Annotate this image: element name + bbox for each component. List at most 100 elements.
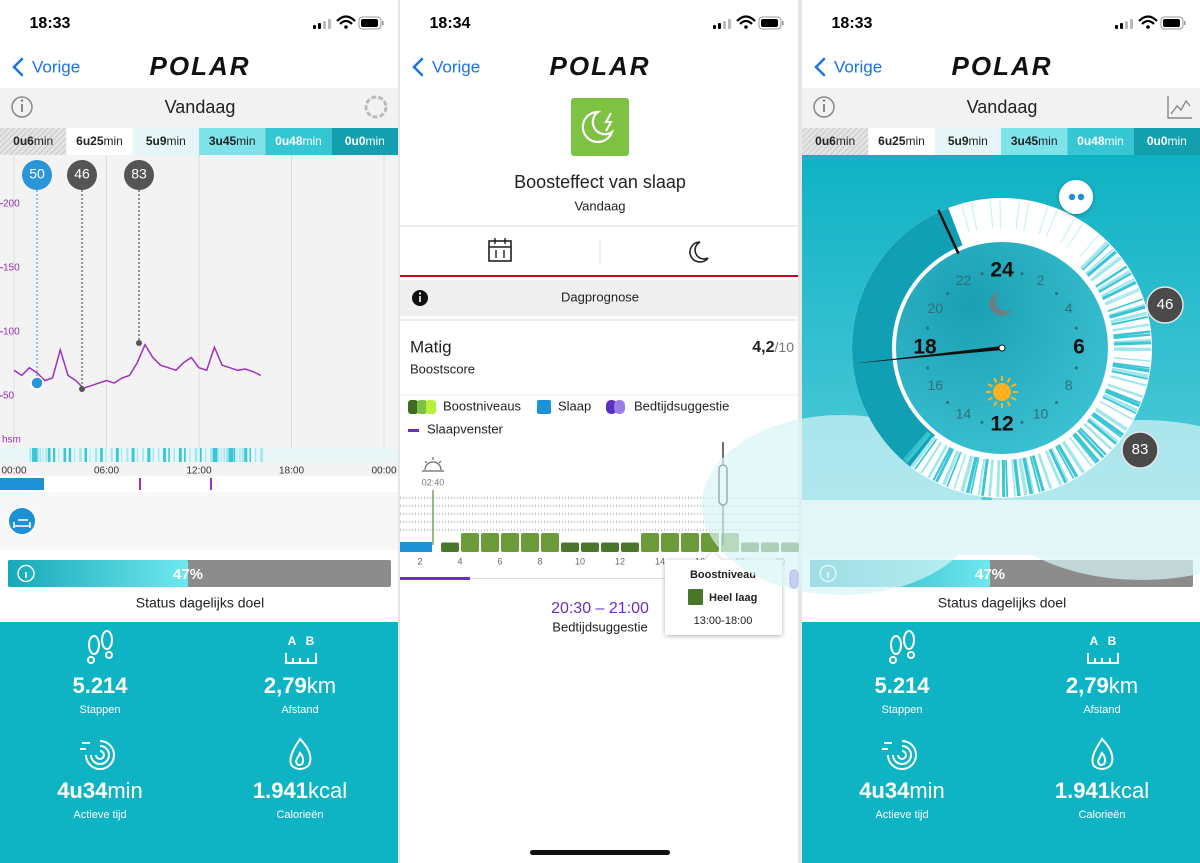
marker-badge[interactable] [124, 160, 154, 190]
marker-badge[interactable] [1146, 286, 1184, 324]
dial-activity-stripe [902, 431, 929, 461]
activity-segment-label: 0u0min [1147, 134, 1187, 148]
stat-number: 2,79 [1066, 673, 1109, 698]
legend-swatch [614, 400, 625, 414]
activity-stripe [84, 448, 88, 462]
boost-bar [601, 542, 619, 552]
activity-stripe [126, 448, 129, 462]
wifi-icon [1138, 15, 1158, 25]
signal-bar [713, 25, 716, 29]
tooltip-swatch [688, 589, 703, 605]
dial-activity-stripe [1095, 255, 1119, 275]
marker-badge[interactable] [67, 160, 97, 190]
tooltip-time: 13:00-18:00 [694, 615, 753, 627]
segment-unit: min [34, 134, 53, 148]
back-button[interactable]: Vorige [432, 57, 480, 76]
activity-stripe [79, 448, 82, 462]
activity-stripe [249, 448, 252, 462]
stat-unit: kcal [1110, 778, 1149, 803]
dial-activity-stripe [1113, 341, 1151, 346]
info-icon[interactable] [11, 96, 33, 118]
marker-badge[interactable] [1121, 431, 1159, 469]
info-icon[interactable] [813, 96, 835, 118]
dial-hour-dot [926, 326, 930, 330]
activity-stripe [244, 448, 248, 462]
dial-activity-stripe [1105, 388, 1141, 405]
dial-activity-stripe [914, 438, 938, 470]
segment-unit: min [104, 134, 123, 148]
back-chevron[interactable] [12, 57, 24, 77]
dial-activity-stripe [1102, 393, 1138, 413]
activity-stripe [220, 448, 222, 462]
active-time-icon [95, 750, 105, 760]
marker-value: 46 [74, 166, 90, 182]
back-button[interactable]: Vorige [834, 57, 882, 76]
activity-stripe [47, 448, 51, 462]
sleep-icon-bed [13, 519, 31, 528]
stat-number: 4u34 [57, 778, 108, 803]
dial-activity-stripe [935, 447, 955, 483]
steps-icon [88, 635, 100, 655]
dial-activity-stripe [1037, 453, 1053, 490]
heart-rate-line [13, 343, 262, 390]
dial-activity-stripe [1055, 445, 1075, 480]
boost-bar [521, 533, 539, 552]
dial-sun-ray [993, 377, 998, 383]
boost-bar [461, 533, 479, 552]
dial-activity-stripe [1101, 280, 1137, 301]
dial-activity-stripe [1085, 241, 1106, 263]
trend-icon[interactable] [1167, 96, 1192, 119]
calendar-tab-icon[interactable] [488, 240, 512, 262]
dial-hour-label: 18 [913, 336, 937, 359]
active-tab-line [400, 275, 798, 277]
boost-bar [501, 533, 519, 552]
activity-stripe [241, 448, 245, 462]
dial-hand [937, 209, 960, 255]
active-time-icon [80, 742, 90, 750]
battery-outline [758, 16, 782, 30]
segment-unit: min [366, 134, 385, 148]
sleep-icon[interactable] [7, 506, 37, 536]
segment-duration: 0u6 [815, 134, 836, 148]
dial-activity-stripe [1090, 256, 1122, 282]
stat-label: Stappen [882, 704, 923, 716]
insight-bubble[interactable] [1059, 180, 1093, 214]
dial-activity-stripe [1091, 411, 1124, 437]
dial-activity-stripe [920, 441, 943, 474]
marker-value: 83 [1132, 441, 1149, 458]
dial-sun-ray [987, 383, 993, 388]
boost-bar [481, 533, 499, 552]
segment-unit: min [969, 134, 988, 148]
stat-label: Actieve tijd [73, 809, 126, 821]
dial-hour-dot [1054, 400, 1058, 404]
back-button[interactable]: Vorige [32, 57, 80, 76]
x-tick-label: 06:00 [94, 466, 119, 477]
dial-hour-dot [980, 272, 984, 276]
segment-unit: min [1038, 134, 1057, 148]
segment-unit: min [836, 134, 855, 148]
x-tick-label: 6 [497, 556, 502, 566]
stats-panel [0, 622, 398, 863]
calendar-tab-icon-lines [489, 238, 511, 258]
insight-dot [1068, 193, 1076, 201]
activity-stripe [210, 448, 214, 462]
stat-unit: kcal [308, 778, 347, 803]
dial-hour-label: 14 [956, 405, 972, 421]
activity-segment [934, 128, 1001, 155]
dial-activity-stripe [1107, 298, 1144, 312]
back-chevron[interactable] [412, 57, 424, 77]
moon-tab-icon[interactable] [689, 241, 709, 263]
stat-label: Calorieën [276, 809, 323, 821]
goal-percent: 47% [173, 566, 203, 583]
boost-bar [541, 533, 559, 552]
dial-hour-dot [946, 292, 950, 296]
dial-activity-stripe [1094, 407, 1128, 431]
x-tick-label: 8 [537, 556, 542, 566]
marker-badge[interactable] [22, 160, 52, 190]
segment-unit: min [906, 134, 925, 148]
dial-activity-stripe [1060, 218, 1075, 244]
back-chevron[interactable] [814, 57, 826, 77]
stat-number: 5.214 [874, 673, 930, 698]
dial-activity-stripe [1079, 241, 1109, 271]
